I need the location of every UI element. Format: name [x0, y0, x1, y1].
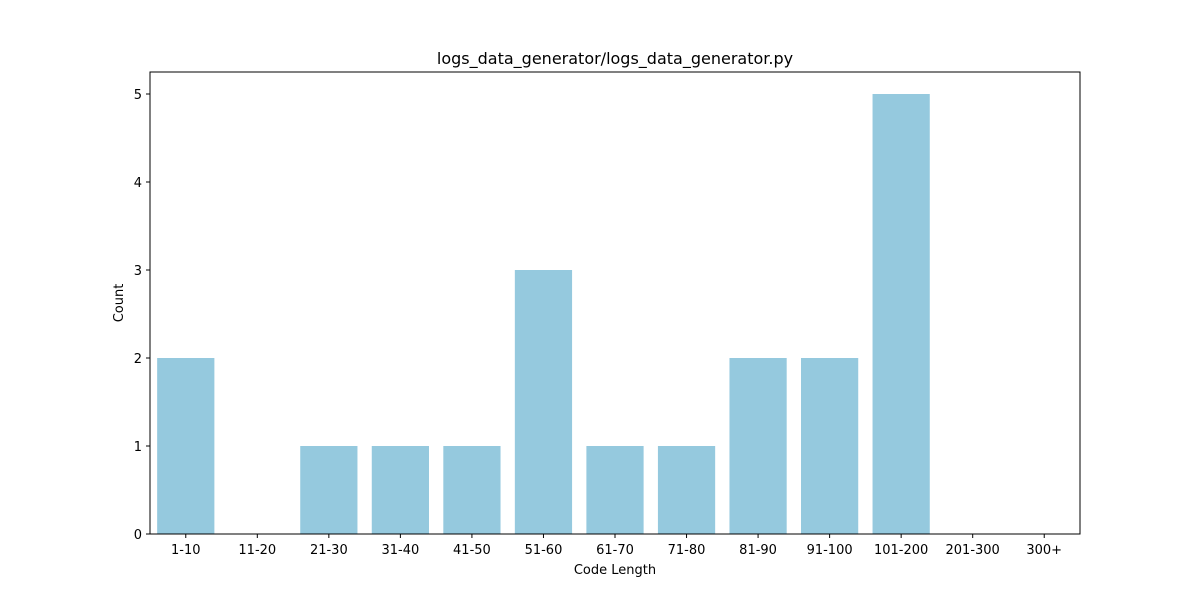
x-tick-label: 101-200 [874, 543, 928, 558]
y-tick-label: 0 [134, 528, 142, 543]
x-tick-label: 81-90 [739, 543, 777, 558]
bar-101-200 [872, 94, 930, 534]
bar-81-90 [729, 358, 787, 534]
x-tick-label: 11-20 [238, 543, 276, 558]
bar-41-50 [443, 446, 501, 534]
y-tick-label: 2 [134, 352, 142, 367]
bar-21-30 [300, 446, 358, 534]
x-tick-label: 31-40 [381, 543, 419, 558]
bar-61-70 [586, 446, 644, 534]
y-tick-label: 3 [134, 264, 142, 279]
x-tick-label: 21-30 [310, 543, 348, 558]
bars-group [157, 94, 930, 534]
bar-91-100 [801, 358, 859, 534]
x-tick-label: 300+ [1026, 543, 1062, 558]
x-axis-label: Code Length [574, 563, 656, 578]
bar-1-10 [157, 358, 215, 534]
x-tick-label: 91-100 [807, 543, 853, 558]
x-tick-label: 41-50 [453, 543, 491, 558]
x-tick-label: 71-80 [668, 543, 706, 558]
bar-71-80 [657, 446, 716, 534]
bar-51-60 [514, 270, 573, 534]
chart-title: logs_data_generator/logs_data_generator.… [437, 49, 793, 69]
x-tick-label: 51-60 [525, 543, 563, 558]
x-tick-label: 61-70 [596, 543, 634, 558]
bar-31-40 [371, 446, 429, 534]
y-tick-label: 4 [134, 176, 142, 191]
y-axis-label: Count [112, 284, 127, 323]
y-tick-label: 1 [134, 440, 142, 455]
y-axis: 0 1 2 3 4 5 [134, 88, 150, 543]
x-tick-label: 201-300 [946, 543, 1000, 558]
x-axis: 1-10 11-20 21-30 31-40 41-50 51-60 61-70 71-80 8… [171, 534, 1062, 558]
x-tick-label: 1-10 [171, 543, 201, 558]
y-tick-label: 5 [134, 88, 142, 103]
